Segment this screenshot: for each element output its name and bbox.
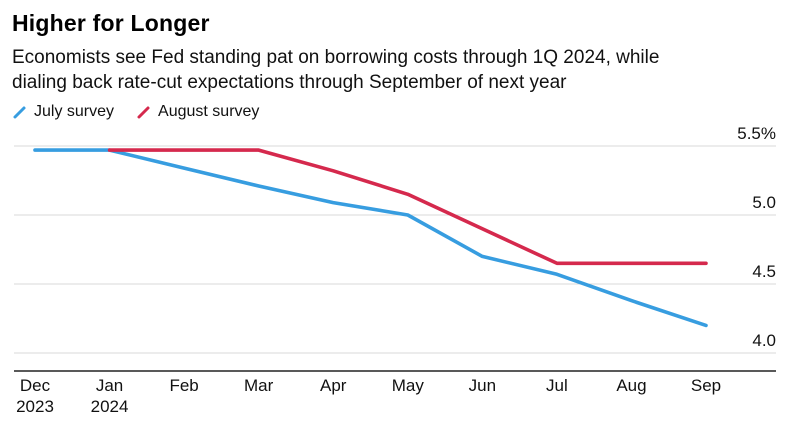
x-axis-tick-label: Jun <box>469 376 496 395</box>
x-axis-tick-label: Feb <box>169 376 198 395</box>
x-axis-tick-label: May <box>392 376 425 395</box>
line-chart: 5.5% 5.0 4.5 4.0 Dec 2023 Jan 2024 Feb Mar Apr May J… <box>14 124 776 416</box>
chart-legend: July survey August survey <box>0 95 791 123</box>
x-axis-tick-label: Aug <box>616 376 646 395</box>
x-axis-tick-label: Jul <box>546 376 568 395</box>
y-axis-tick-label: 5.5% <box>737 124 776 143</box>
y-axis-tick-label: 4.5 <box>752 262 776 281</box>
legend-item-july-survey: July survey <box>12 103 114 121</box>
x-axis-tick-label: Apr <box>320 376 347 395</box>
legend-item-august-survey: August survey <box>136 103 259 121</box>
x-axis-tick-label: 2024 <box>91 397 129 416</box>
y-axis-tick-label: 4.0 <box>752 331 776 350</box>
legend-label-august-survey: August survey <box>158 103 260 121</box>
chart-subtitle-line2: dialing back rate-cut expectations throu… <box>12 72 567 94</box>
x-axis-tick-label: Mar <box>244 376 274 395</box>
series-line-august-survey <box>107 148 708 266</box>
legend-line-marker-icon <box>13 106 26 119</box>
chart-header: Higher for Longer Economists see Fed sta… <box>0 0 791 95</box>
x-axis-tick-label: Jan <box>96 376 123 395</box>
chart-title: Higher for Longer <box>12 10 210 36</box>
x-axis-tick-label: 2023 <box>16 397 54 416</box>
chart-subtitle: Economists see Fed standing pat on borro… <box>12 45 777 95</box>
x-axis-tick-label: Dec <box>20 376 51 395</box>
legend-line-marker-icon <box>137 106 150 119</box>
y-axis-tick-label: 5.0 <box>752 193 776 212</box>
legend-label-july-survey: July survey <box>34 103 115 121</box>
x-axis-tick-label: Sep <box>691 376 721 395</box>
chart-subtitle-line1: Economists see Fed standing pat on borro… <box>12 47 660 68</box>
series-line-july-survey <box>33 148 708 328</box>
